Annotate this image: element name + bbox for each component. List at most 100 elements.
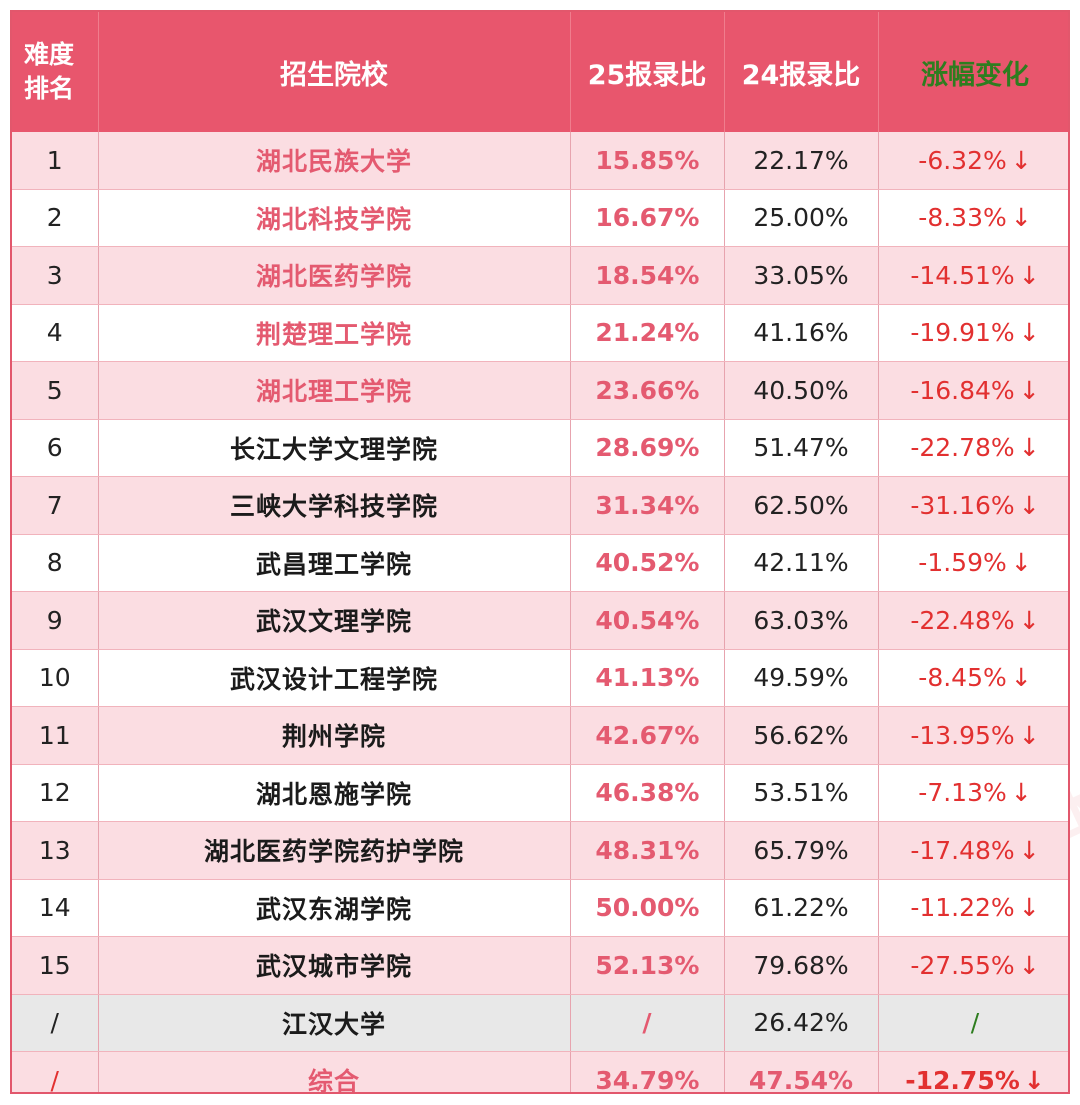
ratio25-cell: 52.13% — [570, 936, 725, 995]
change-value: -12.75% — [905, 1065, 1020, 1094]
school-cell: 长江大学文理学院 — [98, 419, 571, 477]
header-ratio24: 24报录比 — [724, 12, 879, 132]
school-cell: 武汉城市学院 — [98, 936, 571, 995]
change-value: -14.51% — [910, 260, 1015, 290]
change-cell: -8.45% ↓ — [878, 649, 1068, 707]
table-row: 5 湖北理工学院 23.66% 40.50% -16.84% ↓ — [12, 361, 1068, 420]
table-row-total: / 综合 34.79% 47.54% -12.75% ↓ — [12, 1051, 1068, 1094]
table-row: 1 湖北民族大学 15.85% 22.17% -6.32% ↓ — [12, 132, 1068, 190]
school-cell: 湖北医药学院 — [98, 246, 571, 305]
rank-cell: 12 — [12, 764, 99, 822]
ratio24-cell: 56.62% — [724, 706, 879, 765]
ratio24-cell: 22.17% — [724, 132, 879, 190]
ratio24-cell: 53.51% — [724, 764, 879, 822]
table-row: 6 长江大学文理学院 28.69% 51.47% -22.78% ↓ — [12, 419, 1068, 477]
change-value: -19.91% — [910, 318, 1015, 348]
change-value: -27.55% — [910, 950, 1015, 980]
table-row: 13 湖北医药学院药护学院 48.31% 65.79% -17.48% ↓ — [12, 821, 1068, 880]
school-cell: 武汉东湖学院 — [98, 879, 571, 937]
rank-cell: / — [12, 994, 99, 1052]
ratio25-cell: 40.52% — [570, 534, 725, 592]
change-cell: / — [878, 994, 1068, 1052]
table-row: 4 荆楚理工学院 21.24% 41.16% -19.91% ↓ — [12, 304, 1068, 362]
rank-cell: / — [12, 1051, 99, 1092]
change-cell: -16.84% ↓ — [878, 361, 1068, 420]
ratio24-cell: 63.03% — [724, 591, 879, 650]
down-arrow-icon: ↓ — [1018, 260, 1040, 290]
rank-cell: 4 — [12, 304, 99, 362]
ratio25-cell: 16.67% — [570, 189, 725, 247]
down-arrow-icon: ↓ — [1018, 490, 1040, 520]
ratio24-cell: 79.68% — [724, 936, 879, 995]
table-row: 15 武汉城市学院 52.13% 79.68% -27.55% ↓ — [12, 936, 1068, 995]
rank-cell: 9 — [12, 591, 99, 650]
ratio24-cell: 49.59% — [724, 649, 879, 707]
rank-cell: 8 — [12, 534, 99, 592]
table-row: 8 武昌理工学院 40.52% 42.11% -1.59% ↓ — [12, 534, 1068, 592]
school-cell: 湖北民族大学 — [98, 132, 571, 190]
header-school: 招生院校 — [98, 12, 571, 132]
ratio25-cell: 21.24% — [570, 304, 725, 362]
change-value: -22.48% — [910, 605, 1015, 635]
ratio25-cell: / — [570, 994, 725, 1052]
ratio25-cell: 41.13% — [570, 649, 725, 707]
change-cell: -22.78% ↓ — [878, 419, 1068, 477]
table-row: 7 三峡大学科技学院 31.34% 62.50% -31.16% ↓ — [12, 476, 1068, 535]
change-cell: -7.13% ↓ — [878, 764, 1068, 822]
table-row: 9 武汉文理学院 40.54% 63.03% -22.48% ↓ — [12, 591, 1068, 650]
down-arrow-icon: ↓ — [1010, 203, 1032, 233]
down-arrow-icon: ↓ — [1018, 950, 1040, 980]
down-arrow-icon: ↓ — [1018, 720, 1040, 750]
rank-cell: 10 — [12, 649, 99, 707]
header-rank: 难度 排名 — [12, 12, 99, 132]
rank-cell: 7 — [12, 476, 99, 535]
school-cell: 荆州学院 — [98, 706, 571, 765]
ratio24-cell: 47.54% — [724, 1051, 879, 1092]
ratio25-cell: 46.38% — [570, 764, 725, 822]
ratio25-cell: 42.67% — [570, 706, 725, 765]
change-value: -31.16% — [910, 490, 1015, 520]
header-rank-line2: 排名 — [24, 74, 75, 103]
rank-cell: 5 — [12, 361, 99, 420]
ratio24-cell: 62.50% — [724, 476, 879, 535]
school-cell: 江汉大学 — [98, 994, 571, 1052]
rank-cell: 1 — [12, 132, 99, 190]
school-cell: 湖北科技学院 — [98, 189, 571, 247]
change-value: / — [970, 1008, 980, 1038]
change-cell: -1.59% ↓ — [878, 534, 1068, 592]
table-row: 11 荆州学院 42.67% 56.62% -13.95% ↓ — [12, 706, 1068, 765]
ratio25-cell: 48.31% — [570, 821, 725, 880]
down-arrow-icon: ↓ — [1010, 778, 1032, 808]
school-cell: 三峡大学科技学院 — [98, 476, 571, 535]
rank-cell: 15 — [12, 936, 99, 995]
down-arrow-icon: ↓ — [1018, 893, 1040, 923]
change-value: -11.22% — [910, 893, 1015, 923]
change-cell: -31.16% ↓ — [878, 476, 1068, 535]
ratio24-cell: 42.11% — [724, 534, 879, 592]
header-ratio25: 25报录比 — [570, 12, 725, 132]
change-cell: -14.51% ↓ — [878, 246, 1068, 305]
change-value: -7.13% — [918, 778, 1007, 808]
ratio25-cell: 40.54% — [570, 591, 725, 650]
ratio24-cell: 33.05% — [724, 246, 879, 305]
change-value: -22.78% — [910, 433, 1015, 463]
change-cell: -17.48% ↓ — [878, 821, 1068, 880]
ratio24-cell: 40.50% — [724, 361, 879, 420]
change-cell: -27.55% ↓ — [878, 936, 1068, 995]
down-arrow-icon: ↓ — [1023, 1065, 1045, 1094]
change-value: -17.48% — [910, 835, 1015, 865]
down-arrow-icon: ↓ — [1010, 548, 1032, 578]
down-arrow-icon: ↓ — [1018, 835, 1040, 865]
ratio24-cell: 26.42% — [724, 994, 879, 1052]
header-rank-line1: 难度 — [24, 40, 75, 69]
down-arrow-icon: ↓ — [1018, 375, 1040, 405]
school-cell: 综合 — [98, 1051, 571, 1092]
rank-cell: 6 — [12, 419, 99, 477]
down-arrow-icon: ↓ — [1018, 605, 1040, 635]
table-row: / 江汉大学 / 26.42% / — [12, 994, 1068, 1052]
ratio25-cell: 28.69% — [570, 419, 725, 477]
change-value: -8.33% — [918, 203, 1007, 233]
table-row: 2 湖北科技学院 16.67% 25.00% -8.33% ↓ — [12, 189, 1068, 247]
ratio25-cell: 50.00% — [570, 879, 725, 937]
admission-ratio-table: 难度 排名 招生院校 25报录比 24报录比 涨幅变化 1 湖北民族大学 15.… — [10, 10, 1070, 1094]
